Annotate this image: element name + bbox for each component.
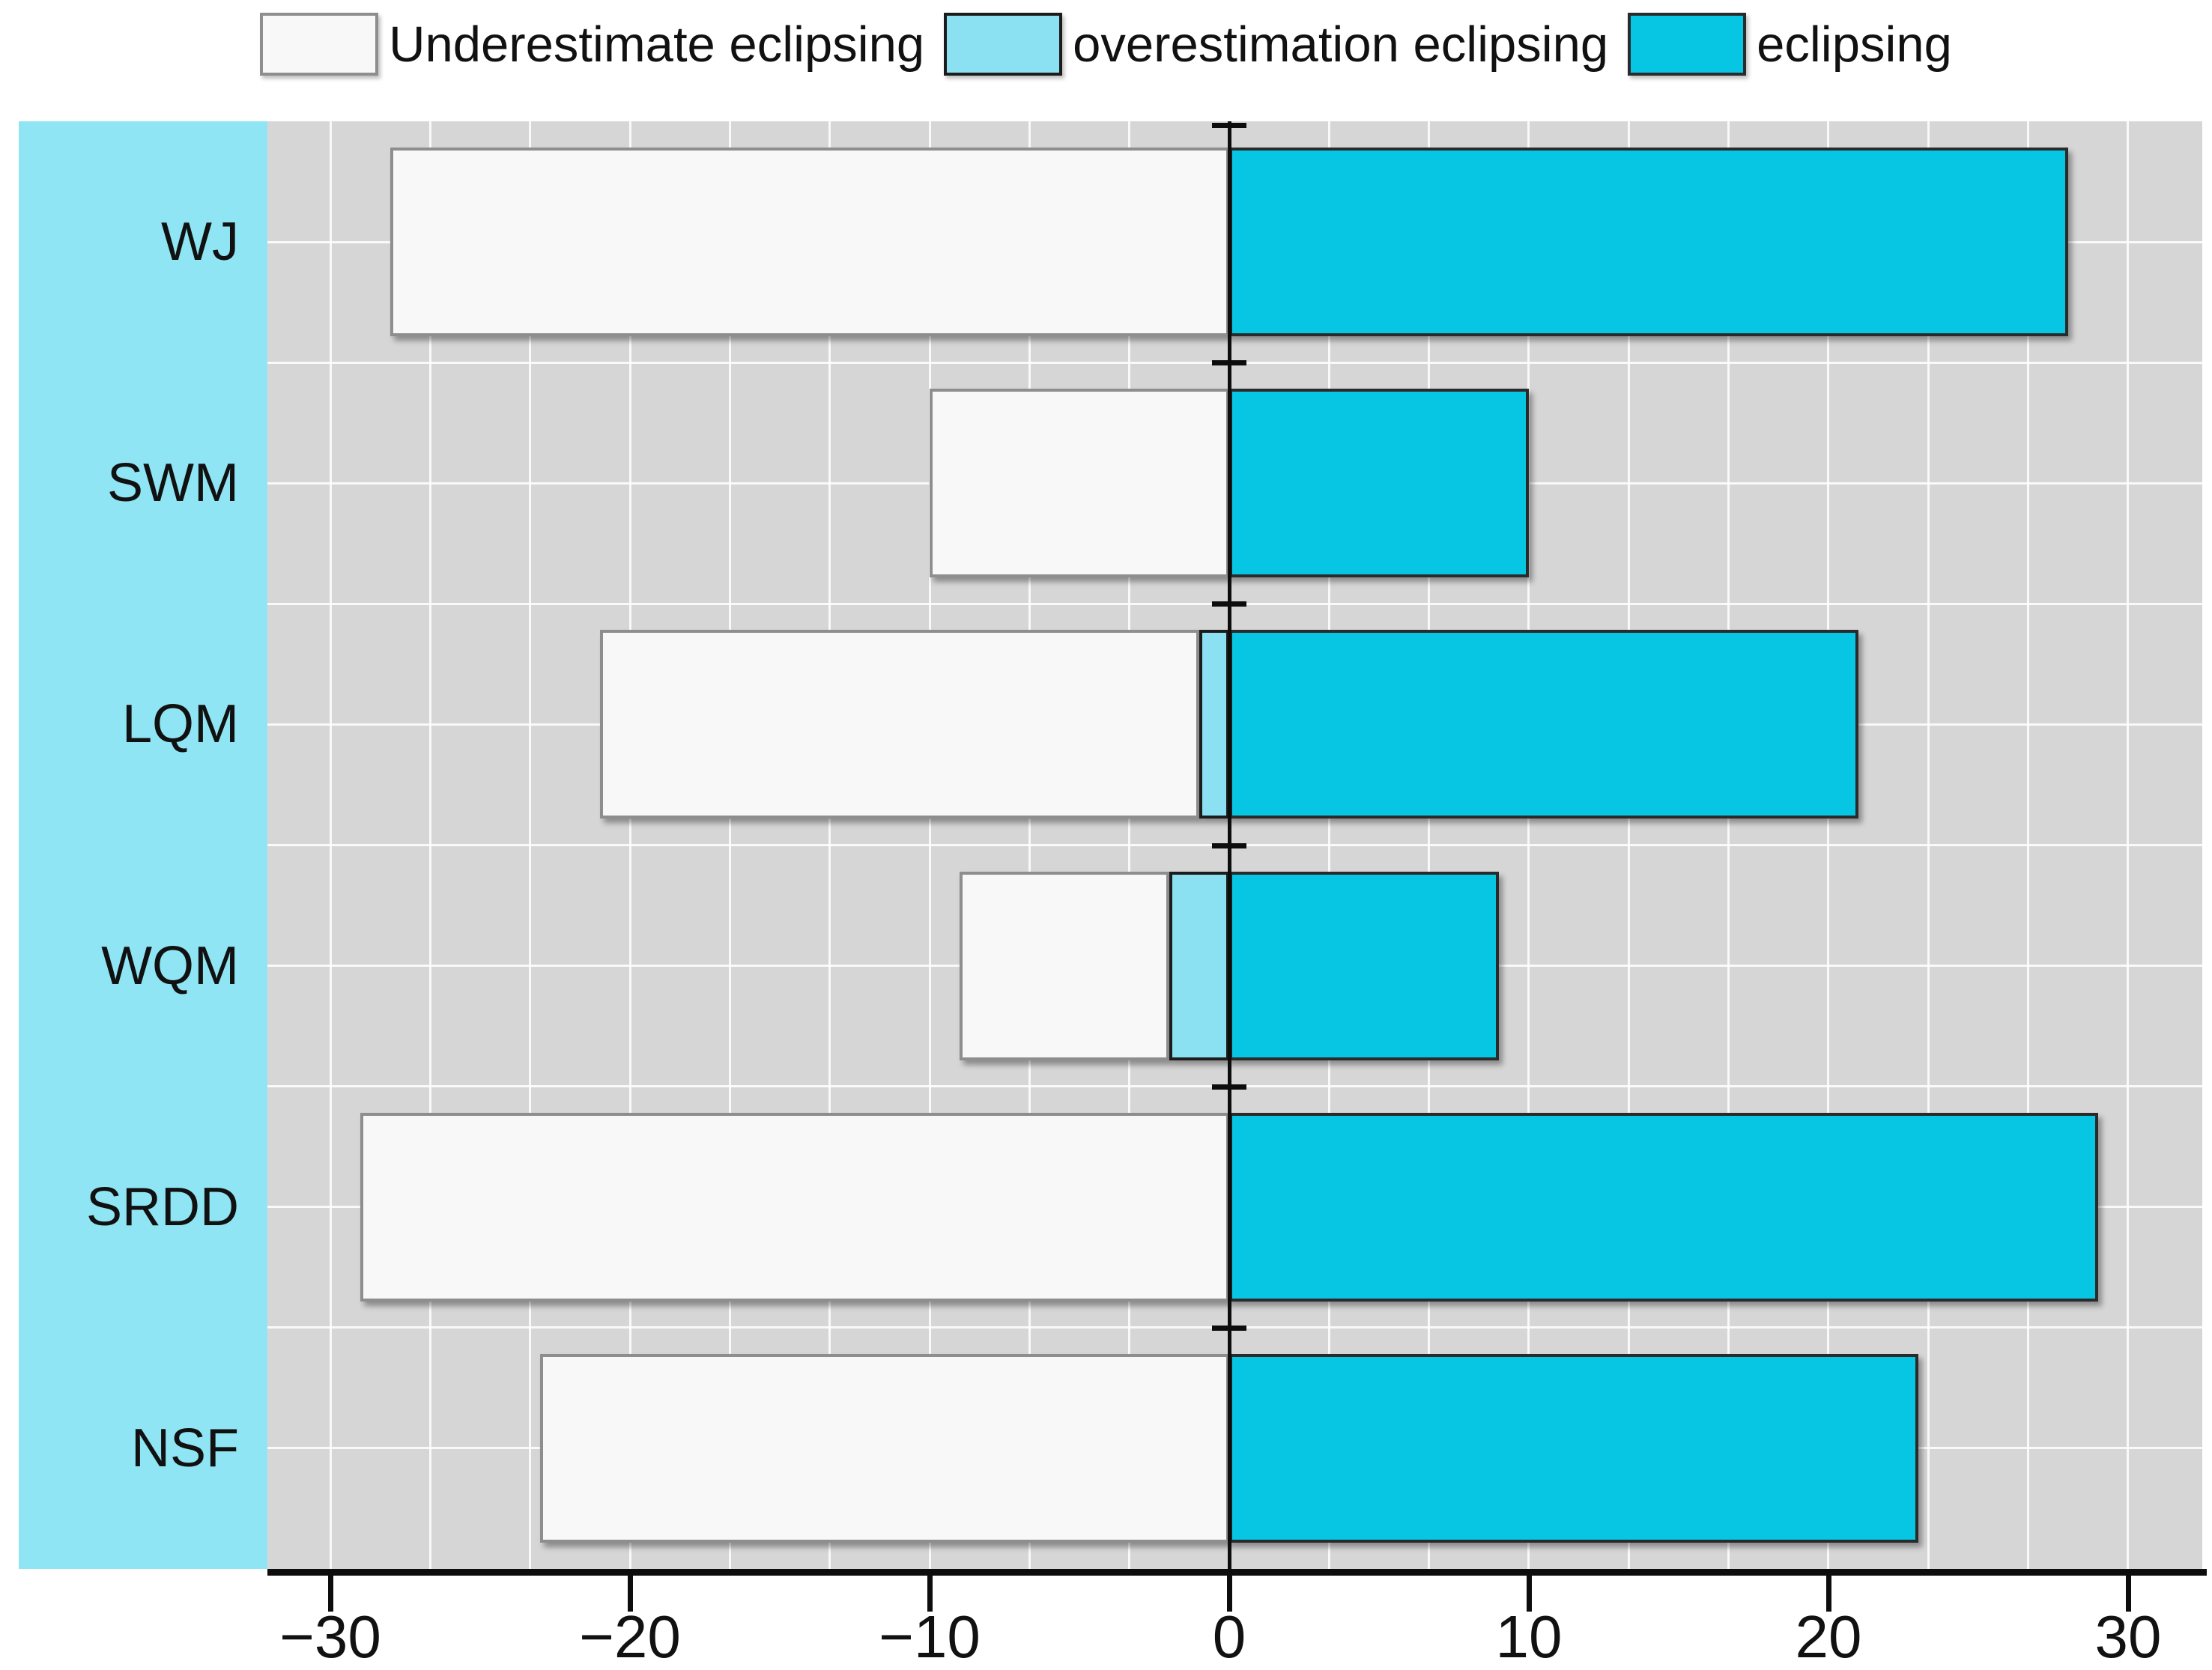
x-axis-tick-label: 30 (2094, 1603, 2162, 1670)
x-axis-tick (2125, 1576, 2131, 1612)
legend-label: eclipsing (1757, 16, 1952, 73)
x-axis-tick (1226, 1576, 1232, 1612)
bar-segment-underestimate (390, 148, 1229, 337)
legend-item-2: overestimation eclipsing (944, 13, 1608, 76)
legend-item-3: eclipsing (1628, 13, 1952, 76)
x-axis-tick (627, 1576, 633, 1612)
category-label: LQM (121, 694, 239, 755)
category-label: WJ (161, 212, 239, 273)
legend-label: overestimation eclipsing (1073, 16, 1609, 73)
zero-axis-tick (1212, 842, 1246, 848)
legend-swatch-icon (1628, 13, 1747, 76)
legend-swatch-icon (260, 13, 379, 76)
bar-segment-overestimation (1199, 630, 1229, 819)
category-label: NSF (131, 1418, 239, 1478)
x-axis-tick (1825, 1576, 1831, 1612)
zero-axis-tick (1212, 1325, 1246, 1331)
category-label: WQM (101, 935, 239, 996)
bar-segment-underestimate (930, 389, 1229, 578)
bar-segment-eclipsing (1229, 1353, 1918, 1543)
x-axis-tick (927, 1576, 933, 1612)
legend-label: Underestimate eclipsing (389, 16, 925, 73)
bar-segment-eclipsing (1229, 871, 1499, 1060)
category-label: SWM (107, 453, 239, 514)
category-band (19, 121, 267, 1569)
x-axis-tick (327, 1576, 333, 1612)
zero-axis-tick (1212, 360, 1246, 366)
bar-segment-eclipsing (1229, 148, 2068, 337)
legend-swatch-icon (944, 13, 1063, 76)
bar-segment-underestimate (600, 630, 1199, 819)
x-axis-tick-label: −30 (279, 1603, 381, 1670)
x-axis-tick-label: 10 (1495, 1603, 1563, 1670)
bar-segment-underestimate (540, 1353, 1229, 1543)
bar-segment-eclipsing (1229, 630, 1858, 819)
category-label: SRDD (85, 1176, 239, 1237)
zero-axis-tick (1212, 601, 1246, 607)
bar-segment-eclipsing (1229, 389, 1529, 578)
x-axis-line (267, 1569, 2207, 1576)
zero-axis-tick (1212, 123, 1246, 128)
bar-segment-eclipsing (1229, 1112, 2098, 1302)
bar-segment-underestimate (360, 1112, 1229, 1302)
x-axis-tick-label: −10 (879, 1603, 981, 1670)
zero-axis-tick (1212, 1084, 1246, 1090)
x-axis-tick-label: −20 (579, 1603, 681, 1670)
bar-segment-overestimation (1169, 871, 1229, 1060)
x-axis-tick-label: 0 (1212, 1603, 1246, 1670)
chart-legend: Underestimate eclipsing overestimation ec… (0, 3, 2212, 85)
bar-segment-underestimate (960, 871, 1169, 1060)
legend-item-1: Underestimate eclipsing (260, 13, 924, 76)
x-axis-tick-label: 20 (1795, 1603, 1862, 1670)
x-axis-tick (1526, 1576, 1532, 1612)
